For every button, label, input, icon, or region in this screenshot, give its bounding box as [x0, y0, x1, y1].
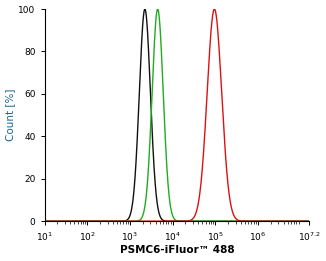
Y-axis label: Count [%]: Count [%] [6, 89, 16, 141]
X-axis label: PSMC6-iFluor™ 488: PSMC6-iFluor™ 488 [120, 245, 234, 256]
